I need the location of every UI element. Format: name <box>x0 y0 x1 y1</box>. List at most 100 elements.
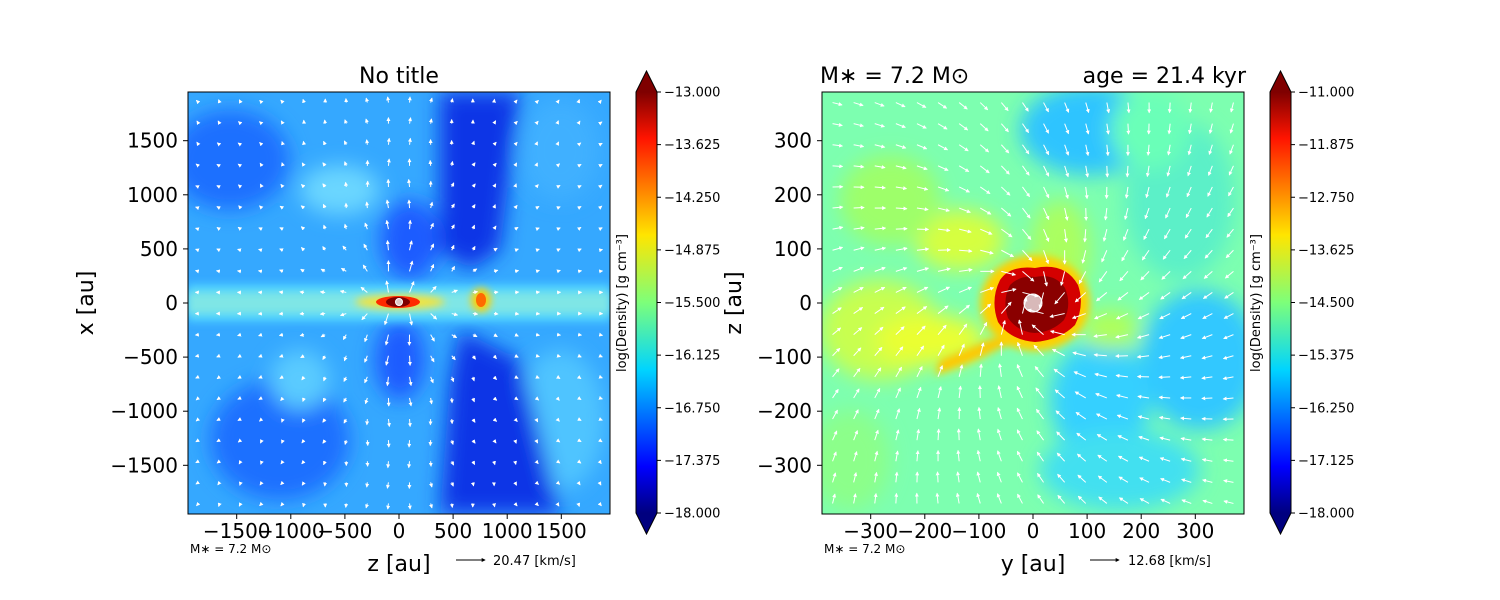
panel-2-title-left: M∗ = 7.2 M⊙ <box>820 64 969 89</box>
velocity-arrow <box>1128 124 1129 134</box>
velocity-arrow <box>833 166 843 167</box>
velocity-arrow <box>494 99 495 102</box>
y-tick-label: 100 <box>774 237 812 261</box>
y-tick-label: −100 <box>757 345 812 369</box>
velocity-arrow <box>896 208 907 209</box>
colorbar-tick-label: −13.625 <box>664 138 720 153</box>
x-tick-label: −100 <box>951 519 1006 543</box>
figure: No title −1500−1000−500 0 500 1000 1500 1500… <box>0 0 1500 600</box>
velocity-arrow <box>217 335 220 336</box>
velocity-arrow <box>896 493 897 503</box>
y-ticks-1: 150010005000−500−1000−1500 <box>110 129 188 478</box>
colorbar-tick-label: −13.000 <box>664 86 720 101</box>
velocity-arrow <box>1223 440 1233 441</box>
velocity-arrow <box>388 159 389 166</box>
velocity-arrow <box>410 356 411 366</box>
velocity-arrow <box>346 182 347 187</box>
velocity-arrow <box>409 200 410 208</box>
x-tick-label: −300 <box>843 519 898 543</box>
velocity-arrow <box>452 503 453 507</box>
x-tick-label: 0 <box>393 519 406 543</box>
velocity-arrow <box>409 440 410 447</box>
colorbar-tick-label: −16.250 <box>1298 401 1354 416</box>
colorbar-tick-label: −15.500 <box>664 296 720 311</box>
colorbar-tick-label: −13.625 <box>1298 243 1354 258</box>
velocity-arrow <box>494 503 495 506</box>
colorbar-tick-label: −11.875 <box>1298 138 1354 153</box>
quiver-key-label-2: 12.68 [km/s] <box>1128 554 1211 569</box>
x-axis-label-2: y [au] <box>1001 552 1066 577</box>
velocity-arrow <box>1202 398 1212 399</box>
velocity-arrow <box>938 429 939 440</box>
x-tick-label: 200 <box>1122 519 1160 543</box>
star-mass-note-2: M∗ = 7.2 M⊙ <box>824 542 905 556</box>
colorbar-tick-label: −17.375 <box>664 454 720 469</box>
velocity-arrow <box>854 207 864 208</box>
y-tick-label: −200 <box>757 399 812 423</box>
x-tick-label: 300 <box>1176 519 1214 543</box>
velocity-arrow <box>367 482 368 487</box>
y-tick-label: 300 <box>774 129 812 153</box>
y-tick-label: 200 <box>774 183 812 207</box>
velocity-arrow <box>320 292 325 293</box>
y-tick-label: 1500 <box>127 129 178 153</box>
velocity-arrow <box>896 229 907 230</box>
velocity-arrow <box>367 140 368 145</box>
colorbar-label-1: log(Density) [g cm⁻³] <box>615 234 630 372</box>
velocity-arrow <box>473 482 474 486</box>
velocity-arrow <box>1170 103 1171 113</box>
y-ticks-2: 3002001000−100−200−300 <box>757 129 822 478</box>
velocity-arrow <box>1159 377 1170 378</box>
x-ticks-1: −1500−1000−500 0 500 1000 1500 <box>203 514 587 543</box>
velocity-arrow <box>494 314 498 315</box>
x-tick-label: −1000 <box>257 519 325 543</box>
colorbar-tick-label: −12.750 <box>1298 191 1354 206</box>
colorbar-tick-label: −14.500 <box>1298 296 1354 311</box>
x-tick-label: 100 <box>1068 519 1106 543</box>
velocity-arrow <box>388 503 389 509</box>
panel-1: No title −1500−1000−500 0 500 1000 1500 1500… <box>74 64 720 577</box>
x-tick-label: 0 <box>1027 519 1040 543</box>
velocity-arrow <box>473 292 478 293</box>
velocity-arrow <box>937 472 938 482</box>
velocity-arrow <box>367 202 368 208</box>
star-mass-note-1: M∗ = 7.2 M⊙ <box>190 542 271 556</box>
colorbar-label-2: log(Density) [g cm⁻³] <box>1249 234 1264 372</box>
velocity-arrow <box>410 503 411 509</box>
colorbar-tick-label: −17.125 <box>1298 454 1354 469</box>
velocity-arrow <box>599 250 602 251</box>
velocity-arrow <box>473 314 478 315</box>
velocity-arrow <box>430 161 431 166</box>
velocity-arrow <box>578 335 581 336</box>
x-tick-label: 1000 <box>482 519 533 543</box>
colorbar-tick-label: −14.875 <box>664 243 720 258</box>
colorbar-tick-label: −11.000 <box>1298 86 1354 101</box>
velocity-arrow <box>959 429 960 440</box>
velocity-arrow <box>388 461 389 467</box>
colorbar-tick-label: −16.125 <box>664 349 720 364</box>
y-tick-label: 0 <box>799 291 812 315</box>
colorbar-tick-label: −18.000 <box>1298 507 1354 522</box>
velocity-arrow <box>410 419 411 426</box>
velocity-arrow <box>410 220 411 229</box>
x-tick-label: −500 <box>317 519 372 543</box>
x-tick-label: 1500 <box>536 519 587 543</box>
panel-2-title-right: age = 21.4 kyr <box>1083 64 1247 89</box>
velocity-arrow <box>196 356 199 357</box>
velocity-arrow <box>1159 397 1170 398</box>
velocity-arrow <box>279 292 283 293</box>
colorbar-tick-label: −18.000 <box>664 507 720 522</box>
y-axis-label-1: x [au] <box>74 271 99 336</box>
y-axis-label-2: z [au] <box>722 271 747 334</box>
velocity-arrow <box>515 314 519 315</box>
velocity-arrow <box>578 271 581 272</box>
density-map-1 <box>170 92 610 514</box>
x-tick-label: −200 <box>897 519 952 543</box>
x-tick-label: 500 <box>434 519 472 543</box>
colorbar-tick-label: −14.250 <box>664 191 720 206</box>
velocity-arrow <box>1107 166 1108 177</box>
panel-1-title: No title <box>359 64 439 89</box>
velocity-arrow <box>1127 166 1128 177</box>
velocity-arrow <box>536 335 539 336</box>
colorbar-2: −11.000−11.875−12.750−13.625−14.500−15.3… <box>1249 71 1354 534</box>
